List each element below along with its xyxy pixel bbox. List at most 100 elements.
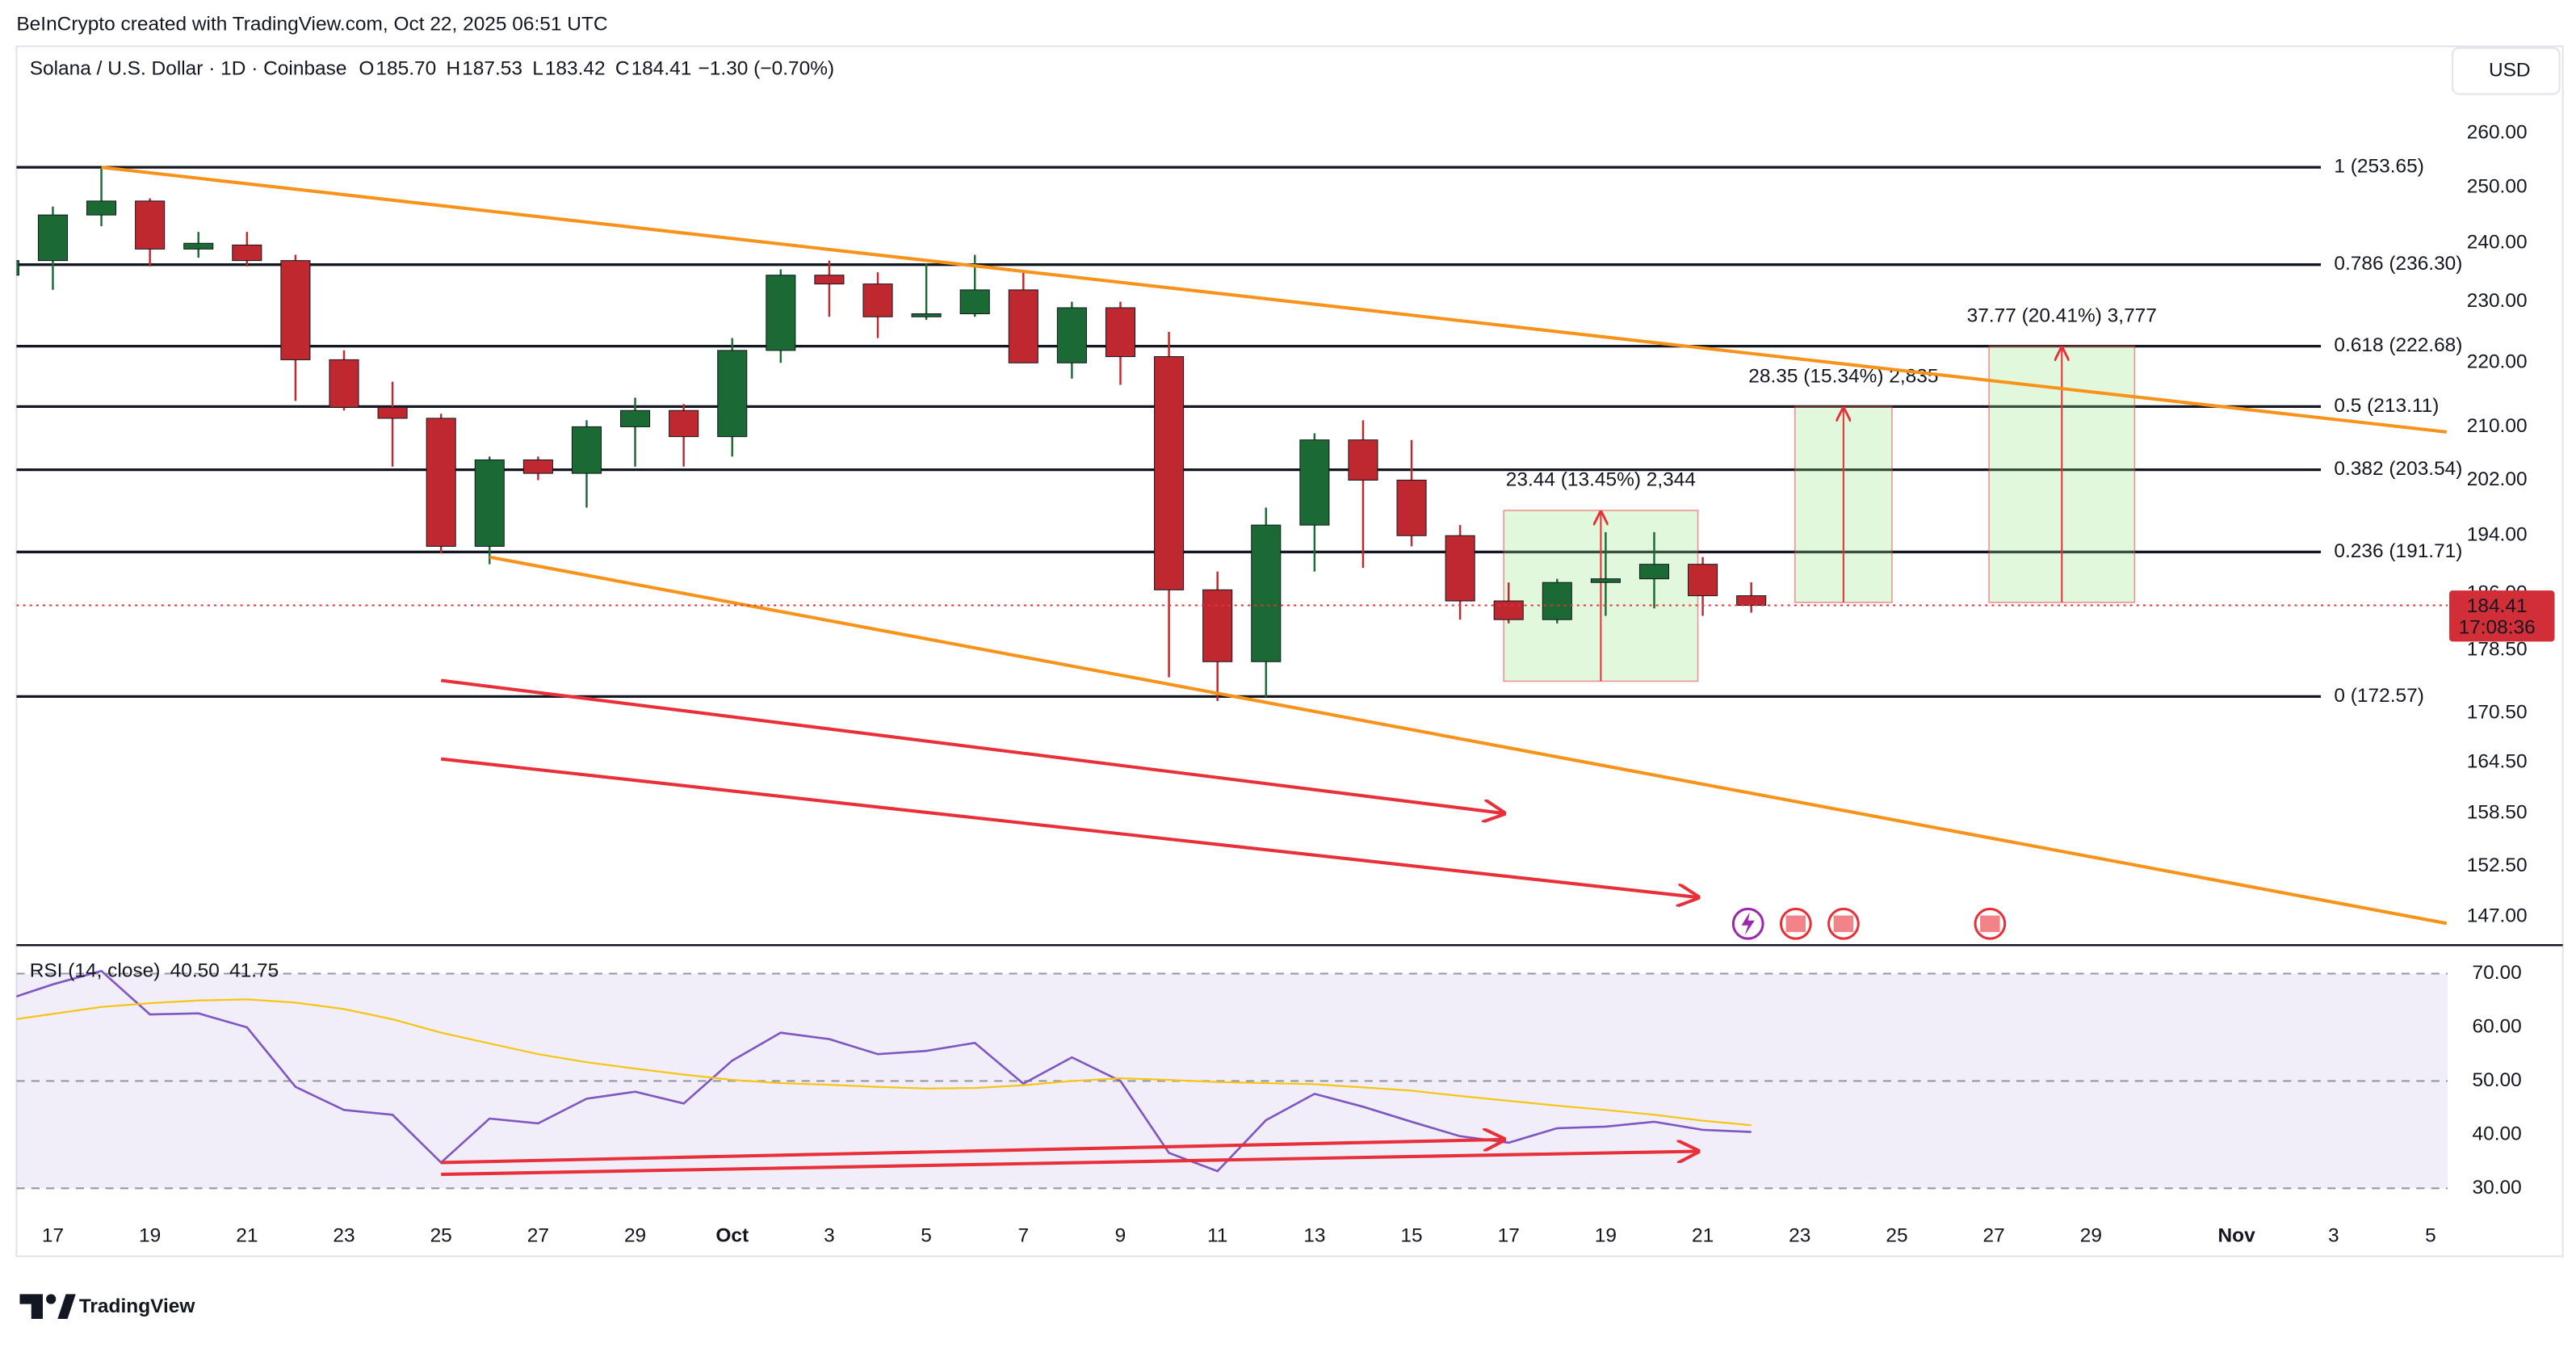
candle-body <box>135 200 166 250</box>
candle-body <box>522 459 553 474</box>
last-price-box <box>2449 590 2555 642</box>
x-tick-label: 29 <box>2080 1225 2102 1247</box>
countdown: 17:08:36 <box>2459 616 2536 638</box>
rsi-line <box>16 969 1752 1173</box>
candle-body <box>183 242 214 250</box>
candle-body <box>1688 564 1718 597</box>
ohlc-label: C <box>615 57 630 79</box>
event-icons <box>1731 907 2007 940</box>
y-tick-label: 152.50 <box>2467 854 2528 876</box>
attribution: BeInCrypto created with TradingView.com,… <box>16 13 607 35</box>
x-tick-label: Nov <box>2218 1225 2256 1247</box>
x-tick-label: 19 <box>139 1225 161 1247</box>
y-tick-label: 164.50 <box>2467 750 2528 772</box>
last-price-label: 184.41 <box>2467 595 2528 617</box>
x-tick-label: 19 <box>1595 1225 1617 1247</box>
candle-body <box>571 426 602 474</box>
trendline <box>489 555 2448 926</box>
y-tick-label: 30.00 <box>2473 1177 2522 1199</box>
candle-body <box>620 409 651 427</box>
y-tick-label: 170.50 <box>2467 701 2528 723</box>
y-tick-label: 158.50 <box>2467 802 2528 824</box>
x-tick-label: Oct <box>715 1225 749 1247</box>
candle-body <box>1105 307 1136 358</box>
x-tick-label: 17 <box>42 1225 64 1247</box>
x-tick-label: 27 <box>527 1225 549 1247</box>
y-tick-label: 50.00 <box>2473 1069 2522 1091</box>
candle-body <box>1154 356 1185 590</box>
y-tick-label: 202.00 <box>2467 468 2528 490</box>
y-tick-label: 60.00 <box>2473 1015 2522 1037</box>
y-tick-label: 178.50 <box>2467 638 2528 660</box>
flag <box>1785 915 1806 932</box>
candle-body <box>1008 289 1038 363</box>
ohlc-value: 184.41 <box>631 57 692 79</box>
x-tick-label: 21 <box>1692 1225 1714 1247</box>
arrow <box>441 1140 1504 1165</box>
candle-body <box>426 418 456 547</box>
trendline <box>101 166 2448 434</box>
candle-body <box>232 244 262 262</box>
ohlc-label: L <box>532 57 543 79</box>
measure-label: 23.44 (13.45%) 2,344 <box>1506 469 1696 491</box>
x-tick-label: 7 <box>1017 1225 1029 1247</box>
currency[interactable]: USD <box>2489 59 2531 81</box>
rsi-legend-value: 41.75 <box>229 959 279 981</box>
candle-body <box>37 214 68 262</box>
candle-body <box>1202 589 1233 662</box>
fib-label: 0.382 (203.54) <box>2334 458 2462 480</box>
brand-logo <box>19 1294 76 1319</box>
y-tick-label: 194.00 <box>2467 524 2528 546</box>
event-glyph <box>1741 912 1755 936</box>
rsi-legend-value: 40.50 <box>170 959 220 981</box>
x-tick-label: 27 <box>1983 1225 2005 1247</box>
ohlc-value: 187.53 <box>462 57 522 79</box>
candle-body <box>959 289 990 315</box>
x-tick-label: 3 <box>2328 1225 2339 1247</box>
y-tick-label: 70.00 <box>2473 962 2522 984</box>
candle-body <box>1396 479 1427 536</box>
x-tick-label: 13 <box>1303 1225 1325 1247</box>
x-tick-label: 23 <box>1789 1225 1810 1247</box>
candle-body <box>1299 439 1330 526</box>
measure-label: 37.77 (20.41%) 3,777 <box>1967 304 2157 326</box>
candle-body <box>1493 600 1524 620</box>
y-tick-label: 230.00 <box>2467 290 2528 312</box>
candle-body <box>1056 307 1087 363</box>
ohlc-legend: O 185.70 H 187.53 L 183.42 C 184.41 −1.30 (−0.70… <box>359 57 834 79</box>
candle-body <box>862 283 893 317</box>
measure-label: 28.35 (15.34%) 2,835 <box>1748 365 1938 387</box>
x-tick-label: 5 <box>2425 1225 2436 1247</box>
candle-body <box>280 260 311 360</box>
symbol: Solana / U.S. Dollar · 1D · Coinbase <box>30 57 347 79</box>
fib-label: 1 (253.65) <box>2334 156 2423 178</box>
fib-label: 0.5 (213.11) <box>2334 395 2439 417</box>
y-tick-label: 220.00 <box>2467 351 2528 373</box>
y-tick-label: 40.00 <box>2473 1123 2522 1144</box>
y-tick-label: 250.00 <box>2467 175 2528 197</box>
logo-mark <box>57 1294 76 1319</box>
arrow <box>441 1151 1697 1177</box>
rsi-title: RSI (14, close) <box>30 959 161 981</box>
x-tick-label: 21 <box>236 1225 258 1247</box>
arrow <box>440 757 1697 897</box>
axes: 1 (253.65) 0.786 (236.30) 0.618 (222.68) 0.… <box>30 122 2555 1247</box>
logo-dot <box>46 1294 57 1304</box>
flag <box>1833 915 1854 932</box>
candle-body <box>1445 535 1475 602</box>
candle-body <box>86 200 117 216</box>
x-tick-label: 25 <box>430 1225 452 1247</box>
fib-label: 0.618 (222.68) <box>2334 334 2462 356</box>
candle-body <box>474 459 505 547</box>
candle-body <box>1542 582 1572 620</box>
x-tick-label: 11 <box>1207 1225 1227 1247</box>
fib-label: 0.786 (236.30) <box>2334 253 2462 275</box>
currency-button[interactable] <box>2452 47 2561 95</box>
candle-body <box>16 260 19 276</box>
rsi-line <box>16 998 1752 1127</box>
x-tick-label: 5 <box>921 1225 932 1247</box>
rsi-pane <box>16 969 2448 1190</box>
x-tick-label: 15 <box>1400 1225 1422 1247</box>
